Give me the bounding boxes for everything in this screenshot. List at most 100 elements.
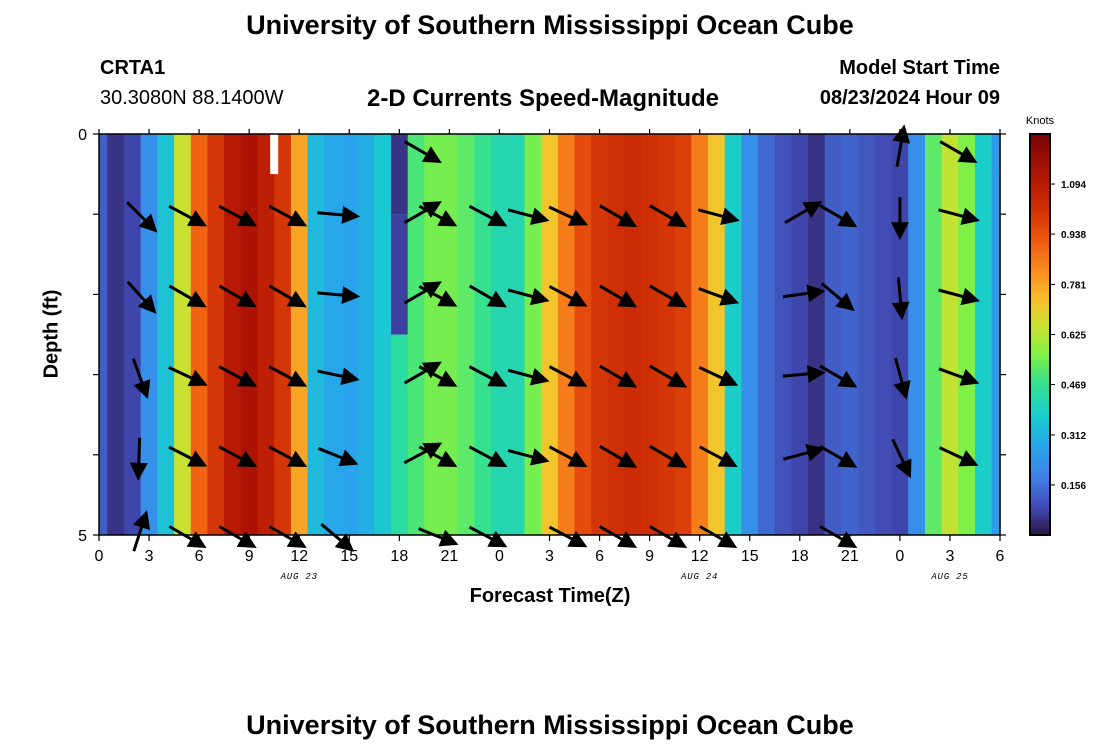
current-vector-arrow bbox=[268, 445, 308, 468]
heat-column bbox=[674, 134, 692, 535]
heat-column bbox=[174, 134, 192, 535]
heat-column bbox=[607, 134, 626, 535]
x-tick-label: 3 bbox=[945, 548, 954, 565]
current-vector-arrow bbox=[468, 365, 508, 387]
heat-column bbox=[124, 134, 142, 535]
current-vector-arrow bbox=[403, 442, 443, 465]
x-tick-label: 12 bbox=[290, 548, 308, 565]
heat-column bbox=[140, 134, 158, 535]
heat-column bbox=[641, 134, 659, 535]
colorbar-tick-label: 0.781 bbox=[1061, 280, 1086, 291]
current-vector-arrow bbox=[403, 201, 442, 224]
x-tick-label: 6 bbox=[595, 548, 604, 565]
heat-cell bbox=[390, 214, 408, 335]
heat-column bbox=[541, 134, 559, 535]
station-coordinates: 30.3080N 88.1400W bbox=[100, 87, 284, 109]
current-vector-arrow bbox=[317, 286, 361, 305]
heat-column bbox=[290, 134, 309, 535]
current-vector-arrow bbox=[317, 205, 361, 224]
current-vector-arrow bbox=[938, 446, 979, 467]
chart-title: 2-D Currents Speed-Magnitude bbox=[367, 85, 720, 112]
current-vector-arrow bbox=[819, 445, 858, 468]
x-tick-label: 9 bbox=[645, 548, 654, 565]
current-vector-arrow bbox=[819, 364, 858, 388]
x-tick-label: 3 bbox=[145, 548, 154, 565]
x-tick-label: 15 bbox=[340, 548, 358, 565]
current-vector-arrow bbox=[218, 365, 258, 387]
x-tick-label: 0 bbox=[95, 548, 104, 565]
heat-column bbox=[340, 134, 359, 535]
current-vector-arrow bbox=[599, 445, 638, 468]
current-vector-arrow bbox=[938, 207, 981, 225]
heat-column bbox=[808, 134, 826, 535]
heat-column bbox=[974, 134, 993, 535]
heat-column bbox=[424, 134, 442, 535]
x-tick-label: 0 bbox=[895, 548, 904, 565]
current-vector-arrow bbox=[782, 444, 825, 462]
colorbar-tick-label: 0.156 bbox=[1061, 481, 1086, 492]
current-vector-arrow bbox=[268, 284, 307, 308]
current-vector-arrow bbox=[548, 445, 588, 468]
x-tick-label: 9 bbox=[245, 548, 254, 565]
current-vector-arrow bbox=[125, 201, 158, 233]
current-vector-arrow bbox=[599, 284, 638, 308]
heat-column bbox=[374, 134, 392, 535]
x-tick-label: 21 bbox=[841, 548, 859, 565]
heat-column bbox=[507, 134, 526, 535]
heat-column bbox=[240, 134, 259, 535]
heat-column bbox=[524, 134, 542, 535]
current-vector-arrow bbox=[599, 364, 638, 388]
heat-column bbox=[941, 134, 959, 535]
model-start-label: Model Start Time bbox=[839, 57, 1000, 79]
heat-column bbox=[958, 134, 976, 535]
date-label: AUG 23 bbox=[280, 572, 318, 582]
current-vector-arrow bbox=[507, 448, 550, 466]
current-vector-arrow bbox=[168, 445, 208, 467]
current-vector-arrow bbox=[892, 124, 911, 168]
y-tick-label: 5 bbox=[78, 528, 87, 545]
current-vector-arrow bbox=[507, 287, 550, 306]
x-tick-label: 18 bbox=[390, 548, 408, 565]
station-id: CRTA1 bbox=[100, 57, 166, 79]
heat-column bbox=[307, 134, 325, 535]
heat-column bbox=[924, 134, 943, 535]
current-vector-arrow bbox=[418, 204, 458, 227]
heat-column bbox=[357, 134, 375, 535]
footer-title: University of Southern Mississippi Ocean… bbox=[246, 710, 854, 740]
current-vector-arrow bbox=[168, 204, 208, 227]
y-tick-label: 0 bbox=[78, 127, 87, 144]
current-vector-arrow bbox=[418, 365, 458, 387]
heat-column bbox=[274, 134, 292, 535]
heat-column bbox=[841, 134, 859, 535]
heat-column bbox=[991, 134, 1001, 535]
current-vector-arrow bbox=[697, 207, 740, 225]
heat-cell bbox=[390, 134, 408, 215]
axes: 0 3 6 9 12 15 18 21 0 3 6 9 12 15 18 21 0 3 6 AUG 23 AUG 24 A… bbox=[78, 127, 1006, 582]
current-vector-arrow bbox=[468, 284, 507, 308]
current-vector-arrow bbox=[317, 447, 359, 467]
heat-column bbox=[324, 134, 342, 535]
current-vector-arrow bbox=[649, 204, 688, 228]
heat-column bbox=[491, 134, 509, 535]
colorbar-tick-label: 1.094 bbox=[1061, 180, 1086, 191]
colorbar: Knots 1.094 0.938 0.781 0.625 0.469 0.312 0.156 bbox=[1026, 115, 1086, 536]
current-vector-arrow bbox=[698, 445, 738, 468]
heat-column bbox=[224, 134, 242, 535]
current-vector-arrow bbox=[599, 204, 638, 228]
current-vector-arrow bbox=[507, 367, 550, 386]
heat-column bbox=[407, 134, 425, 535]
current-vector-arrow bbox=[939, 140, 978, 164]
current-vector-arrow bbox=[649, 445, 688, 468]
heat-column bbox=[824, 134, 843, 535]
heat-column bbox=[774, 134, 793, 535]
current-vector-arrow bbox=[131, 358, 151, 400]
current-vector-arrow bbox=[268, 204, 308, 227]
current-vector-arrow bbox=[548, 205, 589, 226]
current-vector-arrow bbox=[218, 204, 258, 227]
current-vector-arrow bbox=[317, 367, 360, 386]
date-label: AUG 25 bbox=[930, 572, 968, 582]
heat-column bbox=[474, 134, 492, 535]
current-vector-arrow bbox=[548, 285, 588, 307]
heat-column bbox=[874, 134, 893, 535]
